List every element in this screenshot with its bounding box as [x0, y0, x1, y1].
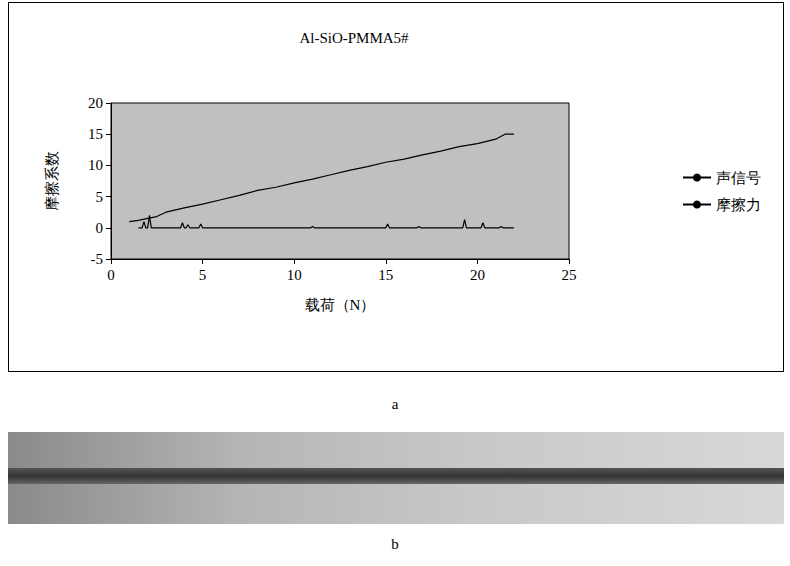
- svg-text:10: 10: [287, 267, 302, 283]
- svg-text:10: 10: [88, 157, 103, 173]
- svg-text:15: 15: [378, 267, 393, 283]
- svg-text:摩擦系数: 摩擦系数: [44, 151, 60, 211]
- svg-text:5: 5: [199, 267, 207, 283]
- html-text:b: b: [391, 536, 399, 552]
- svg-text:载荷（N）: 载荷（N）: [305, 297, 376, 313]
- svg-text:0: 0: [107, 267, 115, 283]
- svg-text:声信号: 声信号: [716, 170, 761, 186]
- svg-text:20: 20: [88, 95, 103, 111]
- svg-text:15: 15: [88, 126, 103, 142]
- svg-text:0: 0: [96, 220, 104, 236]
- svg-text:5: 5: [96, 189, 104, 205]
- svg-text:25: 25: [562, 267, 577, 283]
- svg-text:20: 20: [470, 267, 485, 283]
- svg-text:Al-SiO-PMMA5#: Al-SiO-PMMA5#: [299, 30, 409, 46]
- html-text:a: a: [391, 396, 399, 412]
- svg-text:摩擦力: 摩擦力: [716, 197, 761, 213]
- svg-text:-5: -5: [91, 251, 104, 267]
